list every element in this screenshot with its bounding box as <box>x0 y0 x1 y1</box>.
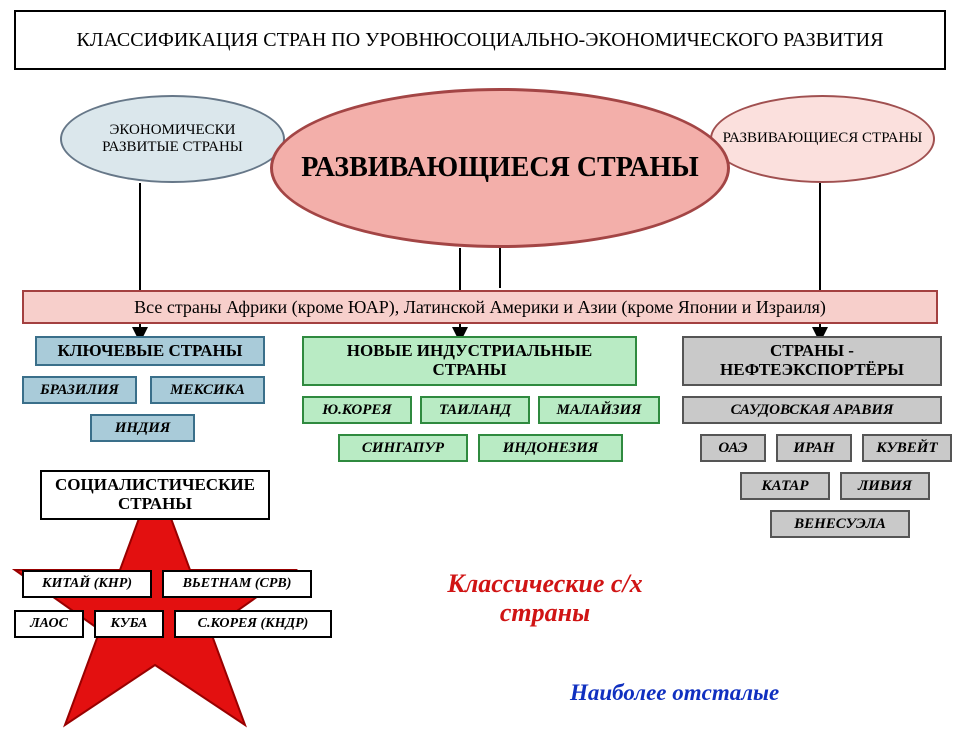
socialist-item-1: ВЬЕТНАМ (СРВ) <box>162 570 312 598</box>
col3-item-6: ВЕНЕСУЭЛА <box>770 510 910 538</box>
socialist-item-4: С.КОРЕЯ (КНДР) <box>174 610 332 638</box>
col2-item-2: МАЛАЙЗИЯ <box>538 396 660 424</box>
col3-item-1: ОАЭ <box>700 434 766 462</box>
col3-item-3: КУВЕЙТ <box>862 434 952 462</box>
col1-header: КЛЮЧЕВЫЕ СТРАНЫ <box>35 336 265 366</box>
col2-item-3: СИНГАПУР <box>338 434 468 462</box>
col3-item-0: САУДОВСКАЯ АРАВИЯ <box>682 396 942 424</box>
col3-item-4: КАТАР <box>740 472 830 500</box>
socialist-item-3: КУБА <box>94 610 164 638</box>
col1-item-2: ИНДИЯ <box>90 414 195 442</box>
description-bar: Все страны Африки (кроме ЮАР), Латинской… <box>22 290 938 324</box>
col2-header: НОВЫЕ ИНДУСТРИАЛЬНЫЕ СТРАНЫ <box>302 336 637 386</box>
socialist-header: СОЦИАЛИСТИЧЕСКИЕ СТРАНЫ <box>40 470 270 520</box>
classical-agri-label: Классические с/х страны <box>400 570 690 627</box>
col2-item-1: ТАИЛАНД <box>420 396 530 424</box>
col2-item-4: ИНДОНЕЗИЯ <box>478 434 623 462</box>
col3-header: СТРАНЫ - НЕФТЕЭКСПОРТЁРЫ <box>682 336 942 386</box>
col3-item-5: ЛИВИЯ <box>840 472 930 500</box>
ellipse-developing-small: РАЗВИВАЮЩИЕСЯ СТРАНЫ <box>710 95 935 183</box>
col2-item-0: Ю.КОРЕЯ <box>302 396 412 424</box>
ellipse-developed: ЭКОНОМИЧЕСКИ РАЗВИТЫЕ СТРАНЫ <box>60 95 285 183</box>
title-text: КЛАССИФИКАЦИЯ СТРАН ПО УРОВНЮСОЦИАЛЬНО-Э… <box>77 29 884 52</box>
col3-item-2: ИРАН <box>776 434 852 462</box>
col1-item-1: МЕКСИКА <box>150 376 265 404</box>
least-developed-label: Наиболее отсталые <box>570 680 779 706</box>
socialist-item-2: ЛАОС <box>14 610 84 638</box>
socialist-item-0: КИТАЙ (КНР) <box>22 570 152 598</box>
col1-item-0: БРАЗИЛИЯ <box>22 376 137 404</box>
ellipse-developing-big: РАЗВИВАЮЩИЕСЯ СТРАНЫ <box>270 88 730 248</box>
title-box: КЛАССИФИКАЦИЯ СТРАН ПО УРОВНЮСОЦИАЛЬНО-Э… <box>14 10 946 70</box>
